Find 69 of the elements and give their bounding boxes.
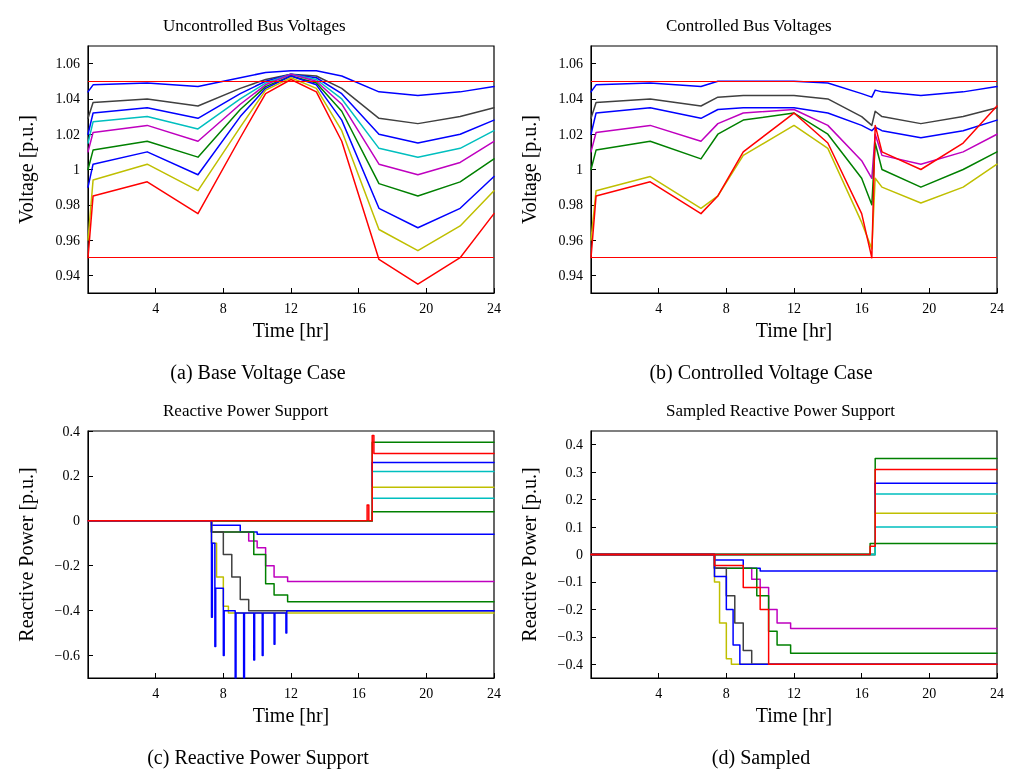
y-tick-label: 0.98 [558, 197, 583, 213]
y-tick-label: −0.2 [557, 601, 583, 617]
y-tick-label: 1.04 [558, 91, 583, 107]
y-tick-label: 0 [73, 513, 80, 529]
chart-title: Uncontrolled Bus Voltages [163, 16, 346, 35]
x-tick-label: 12 [284, 300, 298, 316]
x-tick-label: 12 [787, 300, 801, 316]
x-tick-label: 16 [351, 300, 366, 316]
text: (a) Base Voltage Case [170, 361, 346, 384]
y-tick-label: 1.06 [558, 56, 583, 72]
y-tick-label: 0.1 [565, 519, 583, 535]
x-tick-label: 20 [419, 685, 434, 701]
y-tick-label: 1 [73, 162, 80, 177]
y-tick-label: 0.4 [62, 423, 80, 439]
y-tick-label: 0.96 [55, 232, 80, 248]
y-tick-label: 0.4 [565, 437, 583, 453]
x-tick-label: 24 [487, 300, 501, 316]
text: (d) Sampled [711, 746, 811, 769]
y-tick-label: 0.2 [62, 468, 80, 484]
y-tick-label: 1 [576, 162, 583, 177]
x-axis-title: Time [hr] [252, 318, 330, 341]
x-axis-title: Time [hr] [755, 318, 833, 341]
x-tick-label: 12 [787, 685, 801, 701]
x-tick-label: 20 [922, 300, 937, 316]
x-tick-label: 8 [219, 300, 227, 316]
y-tick-label: −0.6 [54, 648, 80, 664]
chart-title: Sampled Reactive Power Support [666, 401, 896, 420]
x-tick-label: 8 [722, 300, 730, 316]
x-tick-label: 24 [990, 685, 1004, 701]
x-tick-label: 24 [990, 300, 1004, 316]
y-tick-label: 1.02 [558, 126, 583, 142]
chart-title: Controlled Bus Voltages [666, 16, 832, 35]
x-tick-label: 4 [655, 300, 663, 316]
x-tick-label: 20 [922, 685, 937, 701]
x-axis-title: Time [hr] [755, 703, 833, 726]
y-tick-label: 0.3 [565, 464, 583, 480]
y-tick-label: −0.4 [557, 656, 583, 672]
x-tick-label: 24 [487, 685, 501, 701]
y-axis-title: Reactive Power [p.u.] [15, 467, 38, 642]
x-tick-label: 4 [152, 300, 160, 316]
text: (b) Controlled Voltage Case [649, 361, 873, 384]
chart-title: Reactive Power Support [163, 401, 329, 420]
y-tick-label: 0.2 [565, 492, 583, 508]
y-tick-label: −0.3 [557, 629, 583, 645]
y-tick-label: 1.04 [55, 91, 80, 107]
x-tick-label: 4 [655, 685, 663, 701]
x-tick-label: 8 [219, 685, 227, 701]
y-tick-label: 0.98 [55, 197, 80, 213]
x-tick-label: 20 [419, 300, 434, 316]
y-tick-label: −0.4 [54, 603, 80, 619]
y-tick-label: 0.94 [55, 267, 80, 283]
y-tick-label: −0.1 [557, 574, 583, 590]
y-axis-title: Reactive Power [p.u.] [518, 467, 541, 642]
x-tick-label: 4 [152, 685, 160, 701]
x-tick-label: 12 [284, 685, 298, 701]
y-tick-label: −0.2 [54, 558, 80, 574]
y-axis-title: Voltage [p.u.] [518, 114, 541, 225]
x-tick-label: 8 [722, 685, 730, 701]
x-tick-label: 16 [351, 685, 366, 701]
y-tick-label: 1.02 [55, 126, 80, 142]
y-tick-label: 0.96 [558, 232, 583, 248]
y-tick-label: 0 [576, 547, 583, 562]
x-axis-title: Time [hr] [252, 703, 330, 726]
x-tick-label: 16 [854, 300, 869, 316]
y-tick-label: 0.94 [558, 267, 583, 283]
text: (c) Reactive Power Support [147, 746, 370, 769]
y-tick-label: 1.06 [55, 56, 80, 72]
y-axis-title: Voltage [p.u.] [15, 114, 38, 225]
x-tick-label: 16 [854, 685, 869, 701]
